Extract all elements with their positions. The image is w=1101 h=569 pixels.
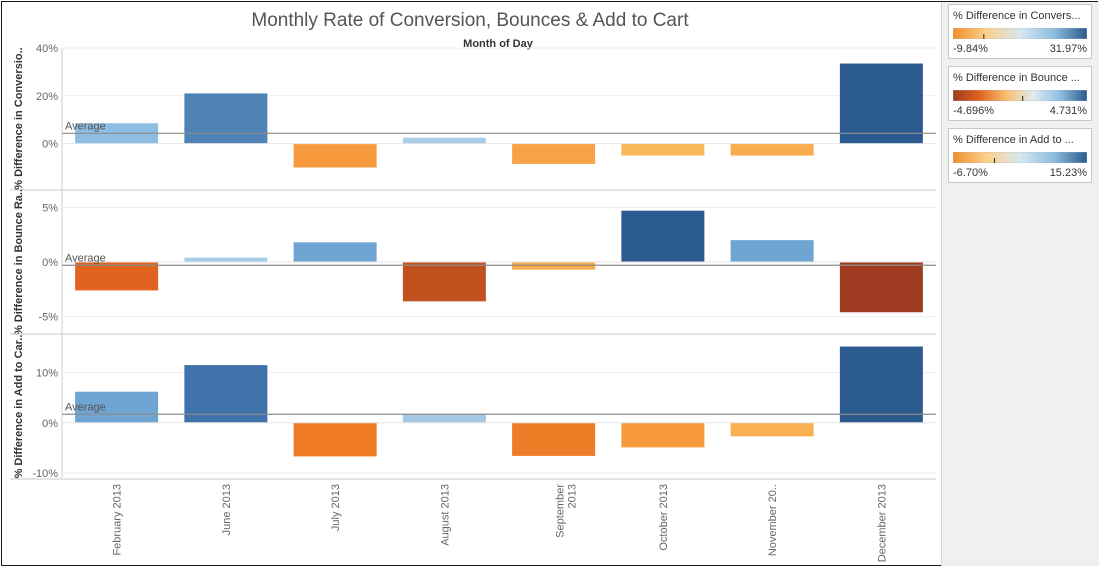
- bar[interactable]: [621, 422, 705, 448]
- bar[interactable]: [839, 346, 923, 423]
- bar[interactable]: [293, 242, 377, 262]
- bar[interactable]: [402, 414, 486, 423]
- y-tick-label: 0%: [42, 257, 58, 269]
- legend-add-to-cart-max: 15.23%: [1049, 167, 1087, 179]
- x-tick-label: August 2013: [439, 484, 451, 546]
- y-axis-title: % Difference in Conversio..: [13, 47, 25, 189]
- bar-chart: Monthly Rate of Conversion, Bounces & Ad…: [10, 10, 936, 562]
- bar[interactable]: [512, 143, 596, 164]
- legend-bounce-gradient: [953, 90, 1087, 101]
- legend-conversion-min: -9.84%: [953, 43, 988, 55]
- bar[interactable]: [75, 391, 159, 423]
- legend-bounce[interactable]: % Difference in Bounce ... -4.696% 4.731…: [948, 66, 1092, 121]
- bar[interactable]: [730, 422, 814, 437]
- x-tick-label: July 2013: [330, 484, 342, 531]
- legend-bounce-title: % Difference in Bounce ...: [953, 72, 1080, 84]
- bar[interactable]: [184, 365, 268, 423]
- y-tick-label: 0%: [42, 418, 58, 430]
- x-tick-label: June 2013: [221, 484, 233, 535]
- bar[interactable]: [293, 422, 377, 457]
- bar[interactable]: [184, 257, 268, 262]
- panel-2: 5% 0% -5% Average % Difference in Bounce Ra.…: [13, 189, 936, 335]
- bar[interactable]: [730, 240, 814, 262]
- legend-conversion[interactable]: % Difference in Convers... -9.84% 31.97%: [948, 4, 1092, 59]
- y-axis-title: % Difference in Add to Car..: [13, 335, 25, 479]
- column-header: Month of Day: [463, 38, 534, 50]
- legend-bounce-min: -4.696%: [953, 105, 994, 117]
- legend-add-to-cart-title: % Difference in Add to ...: [953, 134, 1074, 146]
- legend-add-to-cart-gradient: [953, 152, 1087, 163]
- legend-color-ramp: [953, 90, 1087, 101]
- bar[interactable]: [730, 143, 814, 156]
- x-tick-label: February 2013: [112, 484, 124, 556]
- bar[interactable]: [402, 137, 486, 144]
- legend-add-to-cart-min: -6.70%: [953, 167, 988, 179]
- y-tick-label: -5%: [38, 312, 58, 324]
- x-tick-label: November 20..: [767, 484, 779, 556]
- panel-3: 10% 0% -10% Average % Difference in Add to C…: [13, 335, 936, 480]
- legend-conversion-title: % Difference in Convers...: [953, 10, 1081, 22]
- y-axis-title: % Difference in Bounce Ra..: [13, 189, 25, 335]
- bar[interactable]: [512, 422, 596, 456]
- legend-conversion-max: 31.97%: [1049, 43, 1087, 55]
- legend-color-ramp: [953, 28, 1087, 39]
- bar[interactable]: [621, 210, 705, 262]
- x-tick-label: December 2013: [876, 484, 888, 562]
- bar[interactable]: [402, 262, 486, 302]
- x-tick-label: September2013: [555, 484, 579, 538]
- average-label: Average: [65, 120, 106, 132]
- bar[interactable]: [184, 93, 268, 144]
- chart-title: Monthly Rate of Conversion, Bounces & Ad…: [251, 10, 689, 31]
- legend-conversion-gradient: [953, 28, 1087, 39]
- bar[interactable]: [839, 63, 923, 144]
- bar[interactable]: [75, 262, 159, 291]
- y-tick-label: 10%: [36, 368, 58, 380]
- y-tick-label: 20%: [36, 91, 58, 103]
- legend-color-ramp: [953, 152, 1087, 163]
- y-tick-label: 5%: [42, 202, 58, 214]
- legend-bounce-max: 4.731%: [1049, 105, 1087, 117]
- bar[interactable]: [621, 143, 705, 156]
- y-tick-label: 40%: [36, 43, 58, 55]
- bar[interactable]: [293, 143, 377, 168]
- average-label: Average: [65, 401, 106, 413]
- average-label: Average: [65, 252, 106, 264]
- legend-add-to-cart[interactable]: % Difference in Add to ... -6.70% 15.23%: [948, 128, 1092, 183]
- y-tick-label: -10%: [32, 468, 58, 480]
- panel-1: 40% 20% 0% Average % Difference in Conversio…: [13, 43, 936, 190]
- bar[interactable]: [839, 262, 923, 313]
- y-tick-label: 0%: [42, 139, 58, 151]
- x-tick-label: October 2013: [658, 484, 670, 551]
